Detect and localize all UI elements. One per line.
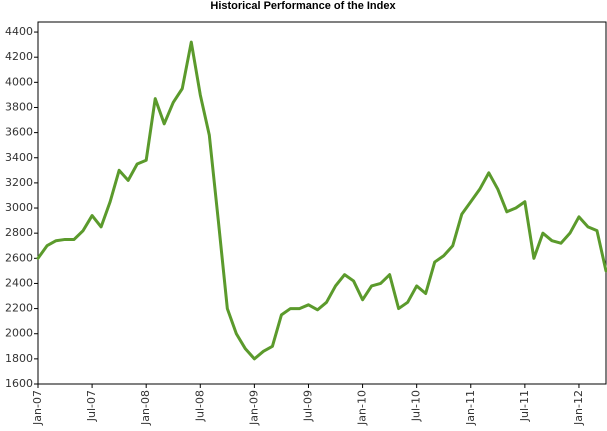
- y-tick-label: 2800: [5, 226, 33, 239]
- x-tick-label: Jan-08: [139, 390, 152, 426]
- y-tick-label: 4000: [5, 75, 33, 88]
- x-tick-label: Jan-09: [247, 390, 260, 426]
- y-tick-label: 2400: [5, 276, 33, 289]
- x-tick-label: Jul-10: [410, 390, 423, 422]
- chart-title: Historical Performance of the Index: [210, 0, 396, 12]
- y-tick-label: 2000: [5, 327, 33, 340]
- y-tick-label: 1800: [5, 352, 33, 365]
- y-tick-label: 3400: [5, 151, 33, 164]
- y-tick-label: 3600: [5, 126, 33, 139]
- y-tick-label: 4200: [5, 50, 33, 63]
- x-tick-label: Jul-07: [85, 390, 98, 422]
- y-tick-label: 3200: [5, 176, 33, 189]
- x-tick-label: Jul-08: [193, 390, 206, 422]
- x-tick-label: Jan-12: [572, 390, 585, 426]
- data-line: [36, 40, 607, 361]
- y-tick-label: 1600: [5, 377, 33, 390]
- plot-frame: [37, 21, 607, 385]
- x-tick-label: Jan-11: [464, 390, 477, 426]
- y-tick-label: 3800: [5, 100, 33, 113]
- y-tick-label: 2600: [5, 251, 33, 264]
- x-tick-label: Jul-11: [518, 390, 531, 422]
- x-tick-label: Jan-10: [356, 390, 369, 426]
- y-tick-label: 2200: [5, 302, 33, 315]
- x-tick-label: Jul-09: [301, 390, 314, 422]
- y-tick-label: 4400: [5, 25, 33, 38]
- y-tick-label: 3000: [5, 201, 33, 214]
- x-tick-label: Jan-07: [31, 390, 44, 426]
